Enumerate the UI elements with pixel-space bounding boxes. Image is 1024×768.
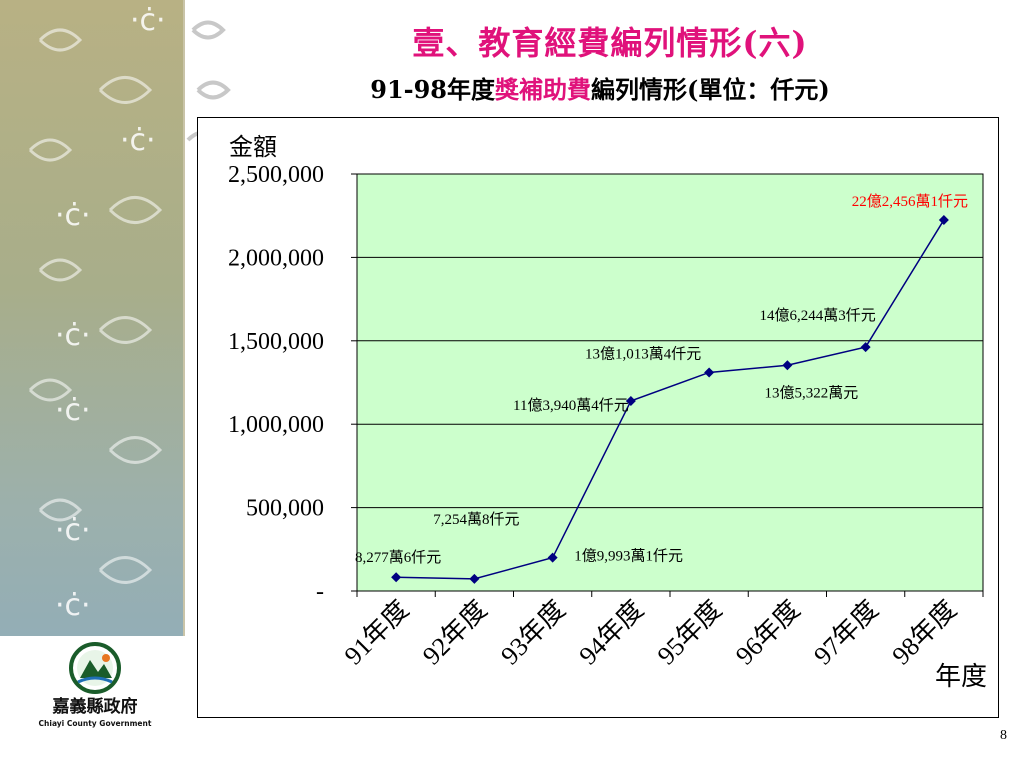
grid-lines (351, 173, 983, 592)
data-label: 7,254萬8仟元 (433, 511, 519, 528)
subtitle-suffix: 編列情形(單位：仟元) (591, 75, 830, 104)
line-chart: - 500,000 1,000,000 1,500,000 2,000,000 2,500… (197, 117, 999, 718)
swirl-pattern: ·ċ· ·ċ· ·ċ· ·ċ· ·ċ· ·ċ· ·ċ· (28, 3, 166, 623)
page-number: 8 (1000, 728, 1007, 743)
svg-text:·ċ·: ·ċ· (55, 318, 91, 353)
data-point (547, 552, 558, 563)
svg-text:·ċ·: ·ċ· (120, 123, 156, 158)
decorative-side-panel: ·ċ· ·ċ· ·ċ· ·ċ· ·ċ· ·ċ· ·ċ· (0, 0, 185, 636)
svg-text:·ċ·: ·ċ· (130, 3, 166, 38)
data-label: 13億1,013萬4仟元 (585, 345, 701, 362)
data-label: 22億2,456萬1仟元 (852, 193, 968, 210)
plot-area (356, 173, 984, 592)
svg-text:·ċ·: ·ċ· (55, 393, 91, 428)
y-tick-label: 2,500,000 (228, 162, 324, 188)
data-point (782, 360, 793, 371)
data-point (625, 395, 636, 406)
data-point (469, 573, 480, 584)
data-point (938, 214, 949, 225)
data-label: 14億6,244萬3仟元 (759, 307, 875, 324)
y-tick-label: 1,500,000 (228, 329, 324, 355)
y-tick-labels: - 500,000 1,000,000 1,500,000 2,000,000 2,500… (228, 162, 324, 605)
svg-text:·ċ·: ·ċ· (55, 513, 91, 548)
y-axis-label: 金額 (229, 134, 277, 161)
subtitle-prefix: 91-98年度 (370, 75, 496, 104)
y-tick-label: 2,000,000 (228, 245, 324, 271)
y-tick-label: 500,000 (246, 496, 324, 522)
svg-text:·ċ·: ·ċ· (55, 198, 91, 233)
data-label: 11億3,940萬4仟元 (513, 397, 629, 414)
data-point (860, 342, 871, 353)
county-logo: 嘉義縣政府 Chiayi County Government (30, 640, 160, 730)
data-points (391, 214, 949, 584)
data-label: 13億5,322萬元 (764, 384, 858, 401)
slide-title: 壹、教育經費編列情形(六) (412, 24, 808, 62)
data-label: 1億9,993萬1仟元 (574, 548, 683, 565)
logo-text: 嘉義縣政府 (52, 696, 138, 717)
y-tick-label: 1,000,000 (228, 412, 324, 438)
slide-subtitle: 91-98年度獎補助費編列情形(單位：仟元) (270, 70, 930, 105)
x-tick-marks (356, 591, 984, 597)
subtitle-highlight: 獎補助費 (495, 75, 592, 104)
x-axis-label: 年度 (935, 662, 987, 691)
series-line (396, 219, 945, 580)
logo-subtext: Chiayi County Government (39, 719, 152, 728)
data-label: 8,277萬6仟元 (355, 549, 441, 566)
svg-text:·ċ·: ·ċ· (55, 588, 91, 623)
y-tick-label: - (316, 579, 324, 605)
data-point (391, 572, 402, 583)
data-labels: 8,277萬6仟元 7,254萬8仟元 1億9,993萬1仟元 11億3,940萬4仟… (355, 193, 968, 566)
data-point (704, 367, 715, 378)
